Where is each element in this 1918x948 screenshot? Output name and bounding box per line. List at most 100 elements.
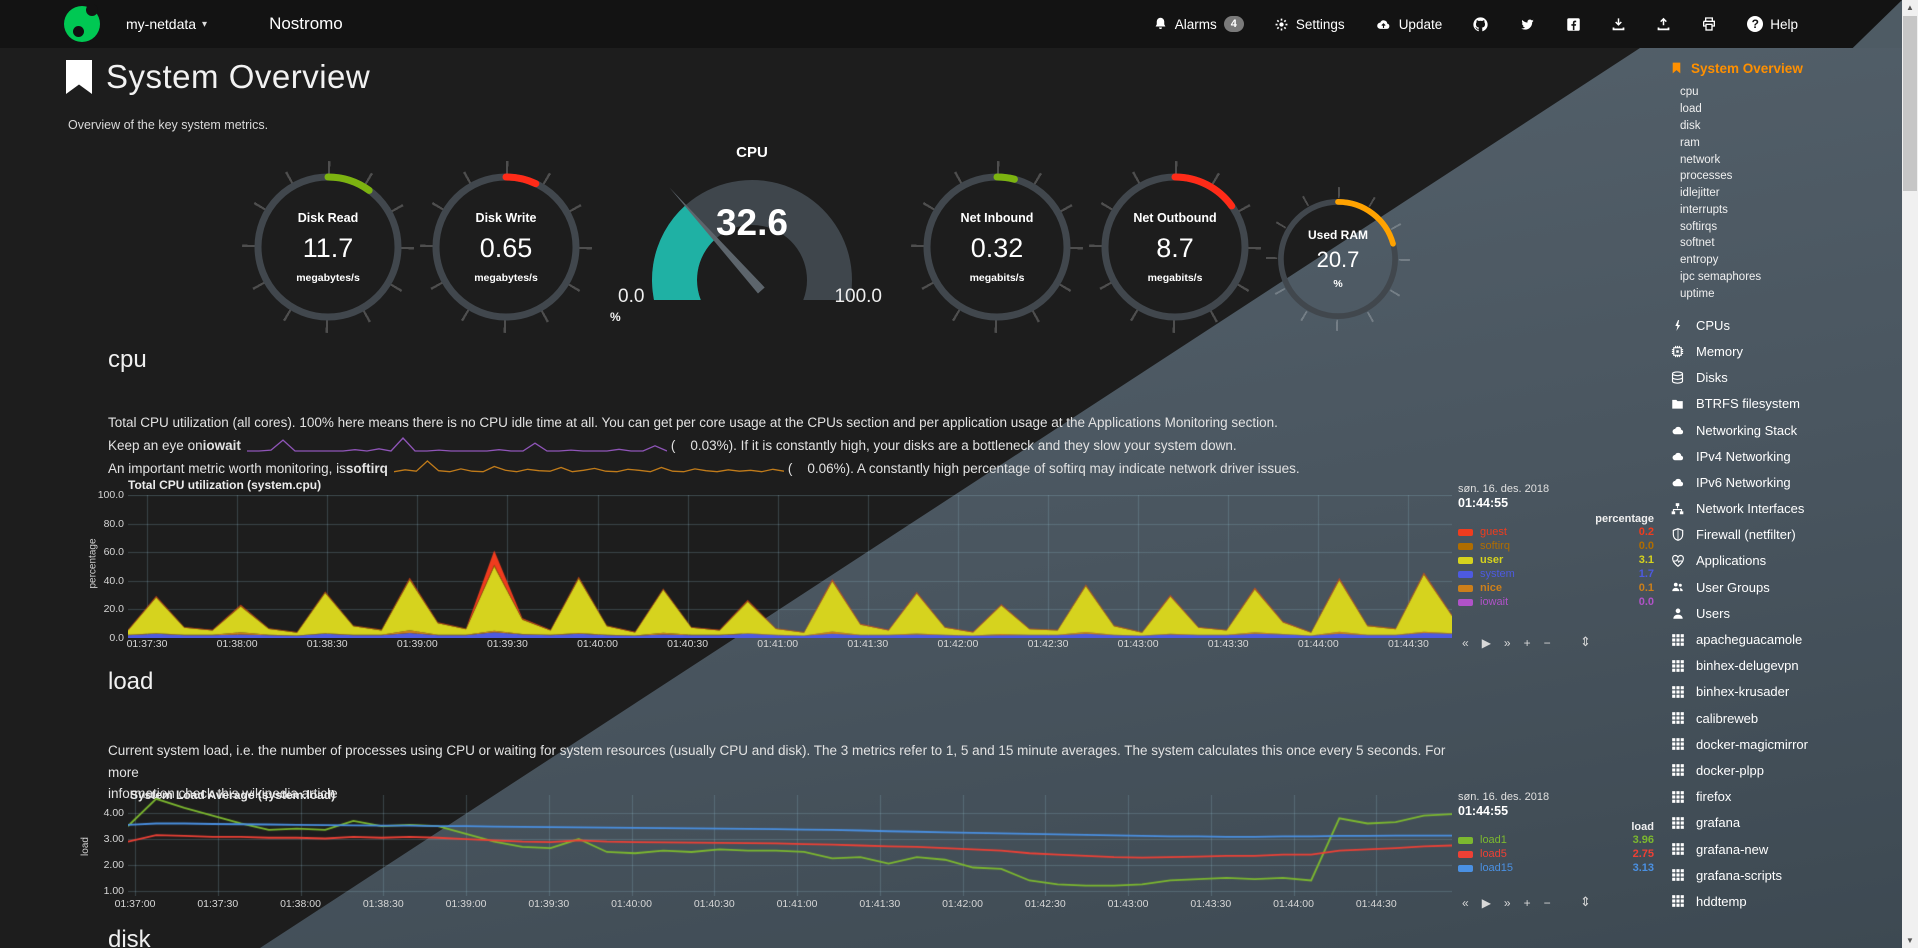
x-axis-tick: 01:40:30: [693, 898, 735, 910]
forward-button[interactable]: »: [1503, 896, 1511, 910]
github-button[interactable]: [1472, 16, 1489, 33]
netdata-logo-icon[interactable]: [64, 4, 100, 42]
sidebar-item-cpu[interactable]: cpu: [1680, 86, 1699, 99]
sidebar-item-docker-plpp[interactable]: docker-plpp: [1664, 757, 1902, 783]
gauge-disk-write[interactable]: Disk Write 0.65 megabytes/s: [420, 161, 592, 333]
gauge-disk-read[interactable]: Disk Read 11.7 megabytes/s: [242, 161, 414, 333]
scrollbar-up-arrow[interactable]: ▲: [1906, 3, 1914, 12]
sidebar-item-grafana-new[interactable]: grafana-new: [1664, 836, 1902, 862]
gauge-unit: megabytes/s: [474, 271, 538, 284]
gauge-label: Disk Write: [475, 210, 537, 225]
legend-row-user[interactable]: user 3.1: [1458, 553, 1654, 567]
sidebar-item-softnet[interactable]: softnet: [1680, 237, 1715, 250]
gauge-ticks: [1089, 161, 1261, 333]
sidebar-item-hddtemp[interactable]: hddtemp: [1664, 888, 1902, 914]
scrollbar-down-arrow[interactable]: ▼: [1906, 936, 1914, 945]
sidebar-item-docker-magicmirror[interactable]: docker-magicmirror: [1664, 731, 1902, 757]
x-axis-tick: 01:44:30: [1355, 898, 1397, 910]
x-axis-tick: 01:44:30: [1387, 638, 1429, 650]
sidebar-item-memory[interactable]: Memory: [1664, 338, 1902, 364]
sidebar-item-firefox[interactable]: firefox: [1664, 784, 1902, 810]
settings-button[interactable]: Settings: [1274, 17, 1345, 32]
sidebar-item-label: grafana-scripts: [1696, 867, 1782, 883]
sidebar-item-network-interfaces[interactable]: Network Interfaces: [1664, 495, 1902, 521]
window-scrollbar[interactable]: ▲ ▼: [1902, 0, 1918, 948]
section-heading-disk: disk: [108, 926, 151, 948]
forward-button[interactable]: »: [1503, 636, 1511, 650]
sidebar-item-grafana[interactable]: grafana: [1664, 810, 1902, 836]
gauge-unit: megabits/s: [1147, 271, 1203, 284]
sidebar-item-ram[interactable]: ram: [1680, 136, 1700, 149]
sidebar-item-processes[interactable]: processes: [1680, 170, 1733, 183]
x-axis-tick: 01:39:30: [528, 898, 570, 910]
legend-row-softirq[interactable]: softirq 0.0: [1458, 539, 1654, 553]
zoom-in-button[interactable]: +: [1523, 636, 1531, 650]
gauge-net-inbound[interactable]: Net Inbound 0.32 megabits/s: [911, 161, 1083, 333]
sidebar-item-cpus[interactable]: CPUs: [1664, 312, 1902, 338]
twitter-button[interactable]: [1519, 17, 1536, 32]
export-button[interactable]: [1656, 16, 1671, 32]
legend-row-load5[interactable]: load5 2.75: [1458, 847, 1654, 861]
print-button[interactable]: [1701, 16, 1717, 32]
rewind-button[interactable]: «: [1462, 636, 1469, 650]
sidebar-item-apacheguacamole[interactable]: apacheguacamole: [1664, 626, 1902, 652]
sidebar-item-networking-stack[interactable]: Networking Stack: [1664, 417, 1902, 443]
play-button[interactable]: ▶: [1481, 636, 1491, 650]
play-button[interactable]: ▶: [1481, 896, 1491, 910]
help-button[interactable]: ? Help: [1747, 16, 1798, 32]
sidebar-item-firewall-netfilter-[interactable]: Firewall (netfilter): [1664, 522, 1902, 548]
zoom-out-button[interactable]: −: [1543, 636, 1551, 650]
legend-row-iowait[interactable]: iowait 0.0: [1458, 595, 1654, 609]
sidebar-item-softirqs[interactable]: softirqs: [1680, 220, 1718, 233]
alarms-button[interactable]: Alarms 4: [1153, 16, 1244, 32]
load-chart-resize-handle[interactable]: ⇕: [1580, 894, 1591, 909]
update-button[interactable]: Update: [1375, 17, 1442, 32]
sidebar-item-load[interactable]: load: [1680, 103, 1702, 116]
sidebar-item-btrfs-filesystem[interactable]: BTRFS filesystem: [1664, 391, 1902, 417]
y-axis-tick: 20.0: [103, 603, 124, 616]
sidebar-item-system-overview[interactable]: System Overview: [1670, 60, 1902, 76]
sidebar-item-uptime[interactable]: uptime: [1680, 287, 1715, 300]
zoom-out-button[interactable]: −: [1543, 896, 1551, 910]
sidebar-item-idlejitter[interactable]: idlejitter: [1680, 187, 1720, 200]
cpu-chart-canvas[interactable]: [128, 495, 1452, 638]
sidebar-item-ipv6-networking[interactable]: IPv6 Networking: [1664, 469, 1902, 495]
sidebar-item-disk[interactable]: disk: [1680, 119, 1701, 132]
y-axis-tick: 100.0: [97, 489, 124, 501]
sidebar-item-users[interactable]: Users: [1664, 600, 1902, 626]
sidebar-item-disks[interactable]: Disks: [1664, 365, 1902, 391]
legend-row-nice[interactable]: nice 0.1: [1458, 581, 1654, 595]
sidebar-item-binhex-krusader[interactable]: binhex-krusader: [1664, 679, 1902, 705]
sidebar-item-applications[interactable]: Applications: [1664, 548, 1902, 574]
bookmark-icon: [66, 60, 92, 94]
zoom-in-button[interactable]: +: [1523, 896, 1531, 910]
load-chart-canvas[interactable]: [128, 795, 1452, 896]
gauge-ticks: [911, 161, 1083, 333]
sidebar-item-calibreweb[interactable]: calibreweb: [1664, 705, 1902, 731]
sidebar-item-entropy[interactable]: entropy: [1680, 254, 1719, 267]
legend-row-load15[interactable]: load15 3.13: [1458, 861, 1654, 875]
legend-row-system[interactable]: system 1.7: [1458, 567, 1654, 581]
facebook-button[interactable]: [1566, 17, 1581, 32]
cpu-gauge[interactable]: CPU 32.6 0.0 100.0 %: [610, 140, 894, 330]
sidebar-item-ipv4-networking[interactable]: IPv4 Networking: [1664, 443, 1902, 469]
sidebar-item-network[interactable]: network: [1680, 153, 1721, 166]
legend-row-guest[interactable]: guest 0.2: [1458, 525, 1654, 539]
sidebar-item-grafana-scripts[interactable]: grafana-scripts: [1664, 862, 1902, 888]
sidebar-item-interrupts[interactable]: interrupts: [1680, 203, 1728, 216]
legend-row-load1[interactable]: load1 3.96: [1458, 833, 1654, 847]
cpu-chart-resize-handle[interactable]: ⇕: [1580, 634, 1591, 649]
legend-value: 0.0: [1638, 540, 1654, 552]
sidebar-item-ipc-semaphores[interactable]: ipc semaphores: [1680, 270, 1762, 283]
gauge-used-ram[interactable]: Used RAM 20.7%: [1266, 187, 1410, 331]
hostname-dropdown[interactable]: my-netdata ▾: [126, 16, 207, 32]
iowait-sparkline: [246, 436, 667, 452]
scrollbar-thumb[interactable]: [1903, 16, 1917, 191]
rewind-button[interactable]: «: [1462, 896, 1469, 910]
dashboard-title: Nostromo: [269, 14, 343, 33]
import-button[interactable]: [1611, 16, 1626, 32]
sidebar-item-user-groups[interactable]: User Groups: [1664, 574, 1902, 600]
y-axis-tick: 4.00: [103, 807, 124, 820]
sidebar-item-binhex-delugevpn[interactable]: binhex-delugevpn: [1664, 653, 1902, 679]
gauge-net-outbound[interactable]: Net Outbound 8.7 megabits/s: [1089, 161, 1261, 333]
